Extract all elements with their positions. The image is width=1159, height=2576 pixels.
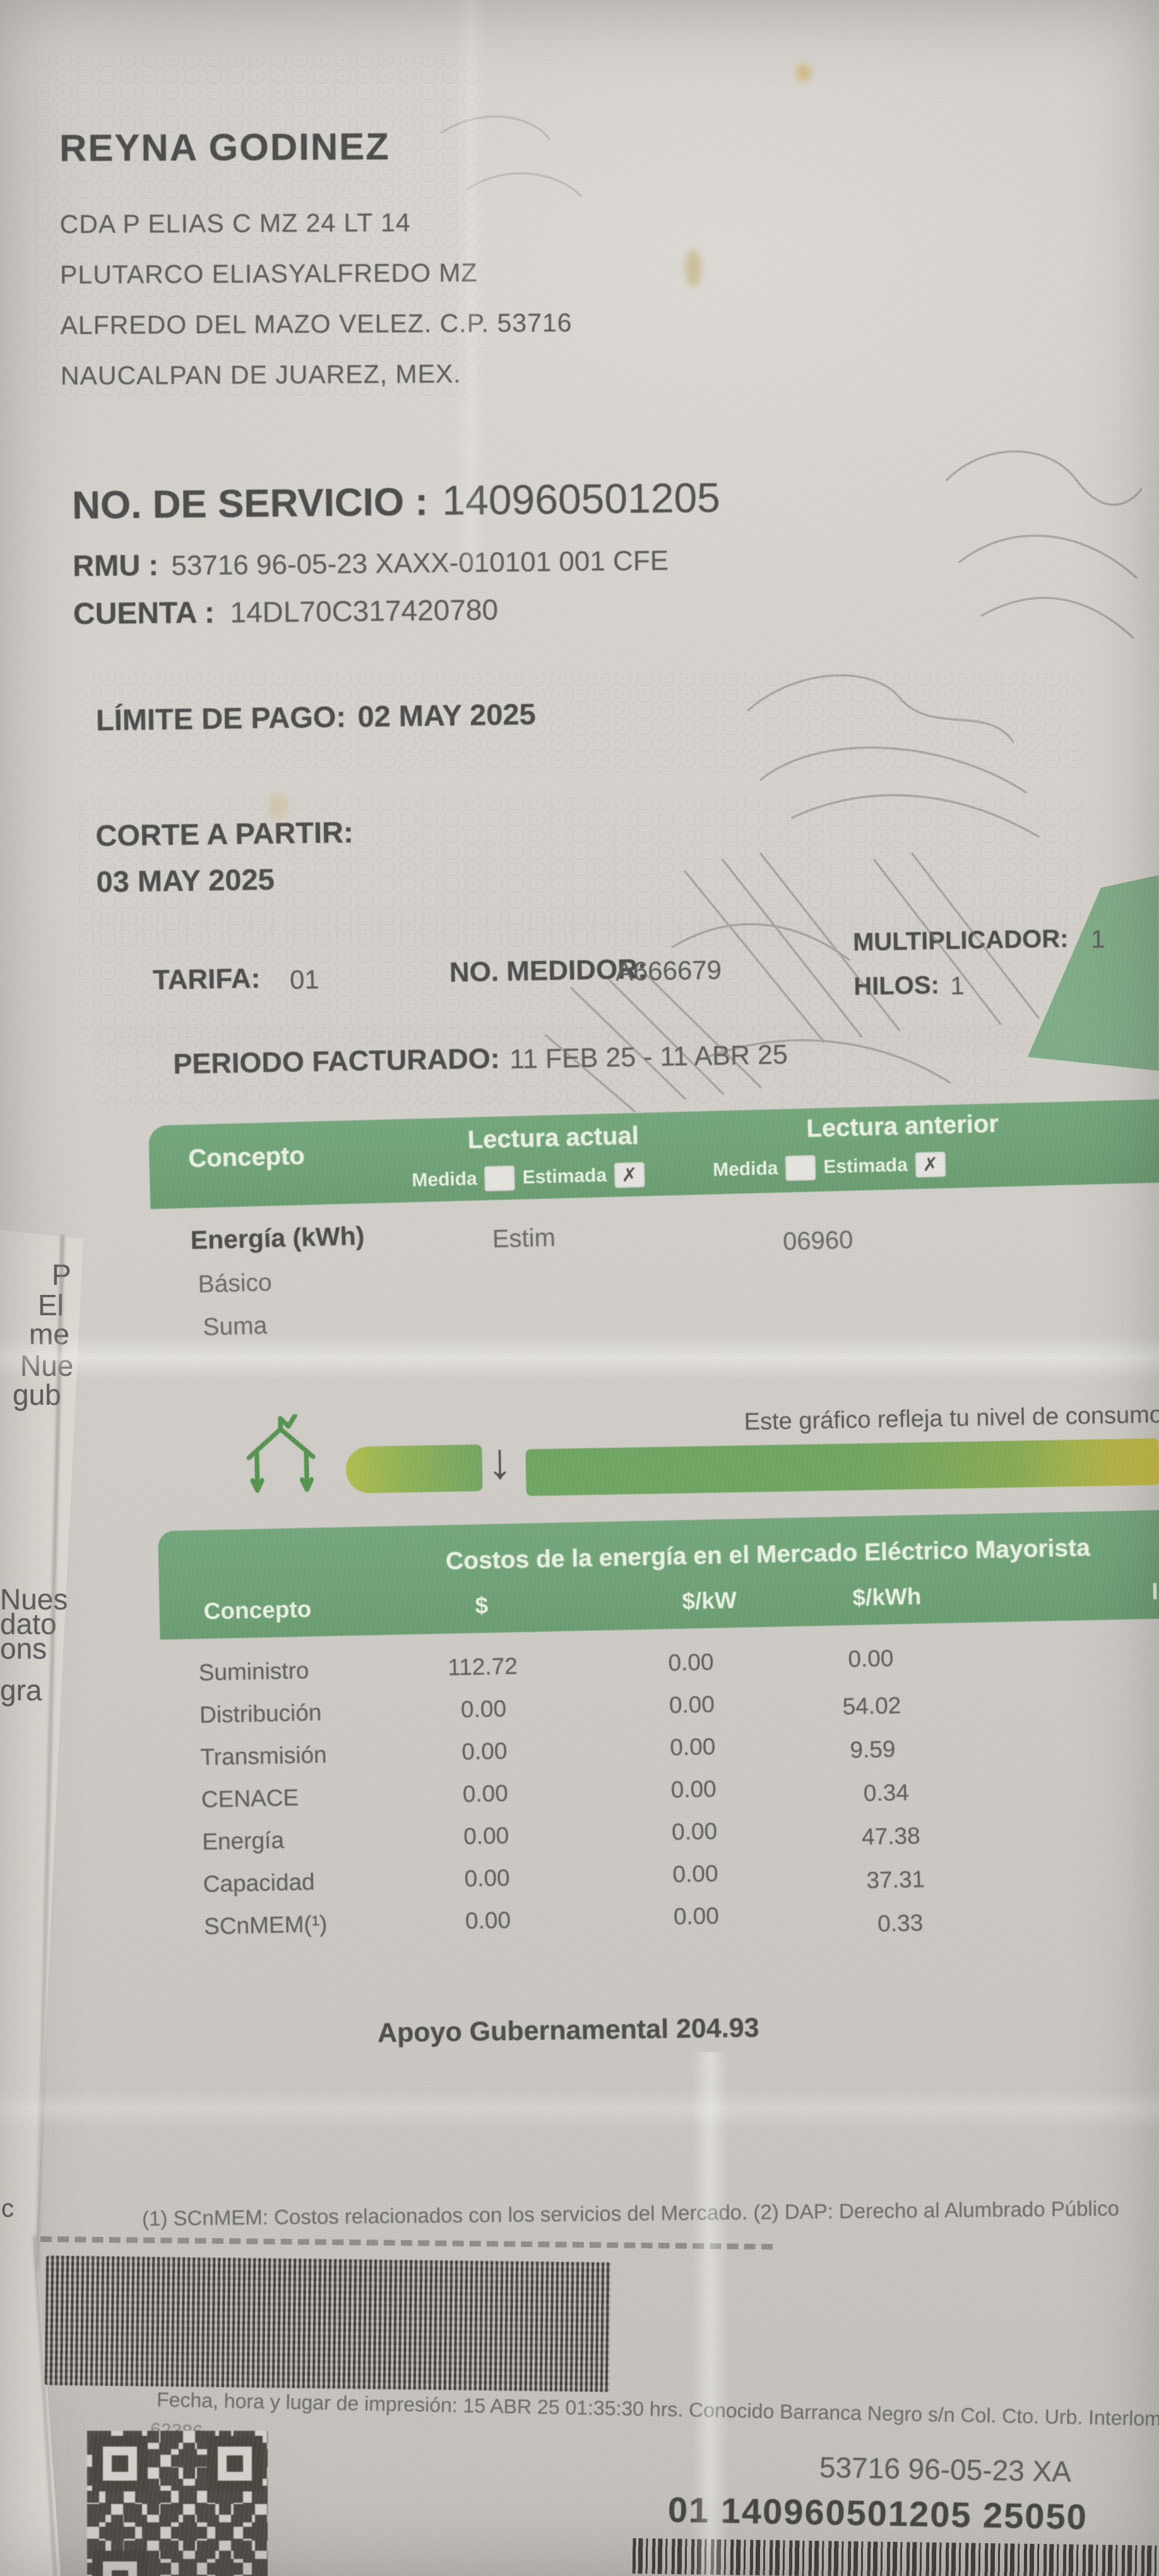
edge-fragment: gra xyxy=(0,1674,42,1707)
fold-line xyxy=(691,2052,729,2576)
edge-fragment: me xyxy=(29,1318,69,1351)
paper-stain xyxy=(268,792,287,820)
edge-fragment: dato xyxy=(0,1607,57,1640)
watermark-patch xyxy=(79,797,1083,939)
house-icon xyxy=(246,1413,316,1493)
edge-fragment: gub xyxy=(13,1378,61,1411)
edge-fragment: Nues xyxy=(0,1583,67,1616)
paper-stain xyxy=(685,249,701,287)
watermark-patch xyxy=(35,54,483,398)
qr-finder-icon xyxy=(92,2436,148,2491)
watermark-patch xyxy=(79,672,1083,773)
edge-fragment: ons xyxy=(0,1632,47,1665)
qr-finder-icon xyxy=(207,2436,263,2491)
crease xyxy=(0,1335,1159,1380)
edge-fragment: Nue xyxy=(20,1349,81,1383)
fold-line xyxy=(455,0,486,568)
watermark-patch xyxy=(79,917,1120,1052)
watermark-patch xyxy=(95,1024,1029,1112)
qr-finder-icon xyxy=(92,2551,148,2576)
edge-fragment: c xyxy=(1,2195,14,2222)
consumption-graphic: ↓ Este gráfico refleja tu nivel de consu… xyxy=(0,1398,1159,1538)
paper-stain xyxy=(797,63,811,82)
crease xyxy=(0,2090,1159,2128)
qr-code xyxy=(87,2431,268,2576)
